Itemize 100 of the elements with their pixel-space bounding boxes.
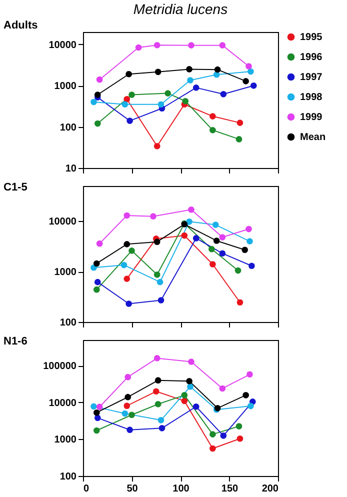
point bbox=[236, 435, 244, 442]
y-tick-label: 1000 bbox=[54, 81, 77, 92]
point bbox=[126, 70, 132, 78]
point bbox=[248, 402, 254, 410]
x-tick-label: 200 bbox=[262, 484, 279, 494]
point bbox=[124, 276, 130, 282]
point bbox=[220, 432, 227, 439]
y-tick-label: 100 bbox=[60, 318, 77, 328]
point bbox=[248, 68, 254, 75]
legend-label: 1997 bbox=[300, 72, 323, 83]
point bbox=[236, 299, 244, 306]
point bbox=[96, 76, 103, 83]
point bbox=[214, 66, 221, 73]
point bbox=[210, 445, 216, 452]
point bbox=[181, 392, 188, 398]
point bbox=[158, 425, 166, 432]
point bbox=[250, 82, 257, 89]
point bbox=[126, 118, 133, 124]
point bbox=[152, 388, 160, 395]
point bbox=[158, 101, 164, 108]
point bbox=[192, 403, 200, 410]
point bbox=[96, 240, 103, 247]
x-tick-label: 100 bbox=[172, 484, 190, 494]
chart-title: Metridia lucens bbox=[133, 1, 228, 17]
point bbox=[187, 383, 194, 390]
point bbox=[181, 232, 188, 239]
point bbox=[186, 66, 192, 72]
point bbox=[188, 42, 194, 48]
point bbox=[154, 400, 162, 408]
point bbox=[210, 261, 216, 268]
point bbox=[210, 431, 216, 438]
point bbox=[208, 246, 215, 252]
point bbox=[219, 42, 226, 48]
point bbox=[246, 371, 253, 378]
point bbox=[246, 63, 252, 70]
point bbox=[154, 355, 160, 362]
point bbox=[94, 92, 101, 98]
point bbox=[93, 427, 100, 434]
point bbox=[90, 403, 97, 410]
point bbox=[93, 409, 100, 416]
point bbox=[154, 142, 160, 150]
point bbox=[128, 248, 135, 254]
point bbox=[124, 241, 130, 248]
point bbox=[158, 417, 164, 424]
point bbox=[96, 404, 103, 410]
point bbox=[188, 358, 194, 365]
legend-label: 1996 bbox=[300, 52, 323, 63]
y-axis-title: N1-6 bbox=[4, 336, 28, 348]
y-tick-label: 10000 bbox=[48, 216, 77, 228]
y-axis-title: C1-5 bbox=[4, 182, 28, 194]
x-tick-label: 150 bbox=[221, 484, 239, 494]
point bbox=[94, 120, 101, 127]
y-tick-label: 100000 bbox=[43, 361, 77, 372]
point bbox=[124, 394, 132, 400]
y-tick-label: 100 bbox=[60, 472, 77, 482]
point bbox=[219, 385, 226, 392]
point bbox=[90, 264, 97, 271]
point bbox=[246, 226, 252, 232]
point bbox=[124, 96, 130, 102]
point bbox=[186, 378, 192, 384]
point bbox=[219, 250, 226, 257]
point bbox=[150, 213, 156, 220]
point bbox=[192, 84, 200, 91]
y-tick-label: 10 bbox=[65, 164, 77, 174]
point bbox=[188, 206, 194, 213]
point bbox=[94, 278, 101, 286]
point bbox=[236, 423, 242, 430]
point bbox=[210, 126, 216, 134]
point bbox=[219, 234, 226, 240]
legend-label: 1998 bbox=[300, 92, 323, 103]
point bbox=[93, 260, 100, 267]
point bbox=[158, 297, 164, 304]
point bbox=[154, 377, 162, 384]
point bbox=[187, 77, 194, 84]
point bbox=[182, 98, 189, 104]
point bbox=[192, 235, 200, 242]
point bbox=[154, 238, 160, 245]
point bbox=[248, 262, 255, 270]
point bbox=[128, 92, 135, 98]
point bbox=[154, 42, 160, 48]
point bbox=[156, 278, 164, 286]
x-tick-label: 50 bbox=[126, 484, 138, 494]
point bbox=[122, 410, 128, 417]
point bbox=[181, 398, 188, 404]
point bbox=[124, 402, 130, 409]
y-tick-label: 1000 bbox=[54, 434, 77, 446]
point bbox=[246, 238, 253, 244]
y-axis-title: Adults bbox=[4, 20, 38, 32]
point bbox=[242, 78, 249, 84]
point bbox=[126, 426, 133, 434]
point bbox=[90, 98, 97, 106]
point bbox=[186, 218, 192, 225]
point bbox=[124, 212, 130, 219]
y-tick-label: 10000 bbox=[48, 398, 77, 409]
point bbox=[154, 272, 160, 278]
point bbox=[212, 222, 219, 228]
point bbox=[213, 238, 220, 244]
point bbox=[234, 267, 242, 274]
y-tick-label: 100 bbox=[60, 122, 77, 134]
point bbox=[124, 374, 132, 380]
